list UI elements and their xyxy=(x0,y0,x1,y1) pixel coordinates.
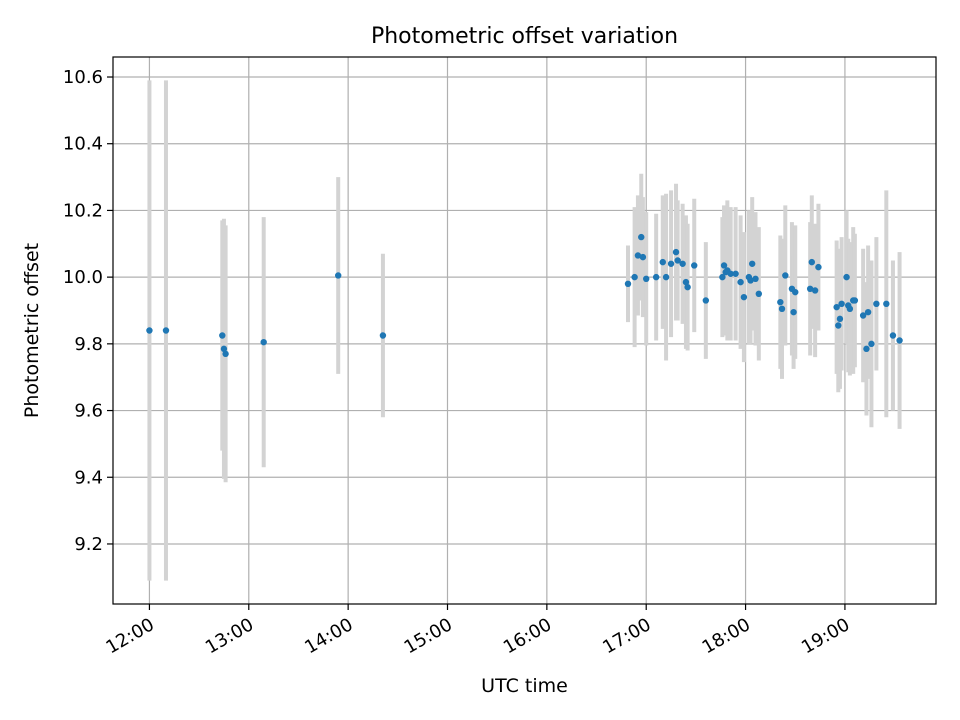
data-point xyxy=(679,260,686,267)
data-point xyxy=(838,300,845,308)
data-point xyxy=(883,300,890,308)
data-point xyxy=(868,340,875,348)
data-point xyxy=(846,305,854,313)
data-point xyxy=(222,350,229,358)
y-tick-label: 10.4 xyxy=(63,134,103,155)
data-point xyxy=(873,300,880,308)
y-tick-label: 9.8 xyxy=(74,334,103,355)
data-point xyxy=(755,290,763,298)
data-point xyxy=(808,258,816,266)
y-tick-label: 9.4 xyxy=(74,467,103,488)
x-axis-label: UTC time xyxy=(481,675,568,697)
data-point xyxy=(889,332,897,339)
data-point xyxy=(851,297,859,304)
data-point xyxy=(859,312,867,319)
data-point xyxy=(682,278,690,286)
y-axis-label: Photometric offset xyxy=(21,243,43,418)
data-point xyxy=(624,280,632,288)
data-point xyxy=(836,315,844,323)
data-point xyxy=(864,308,872,316)
data-point xyxy=(672,248,680,256)
data-point xyxy=(843,273,850,281)
data-point xyxy=(220,345,228,353)
data-point xyxy=(732,270,739,277)
plot-frame xyxy=(112,56,937,605)
data-point xyxy=(691,262,698,269)
y-tick-label: 10.6 xyxy=(63,67,103,88)
data-point xyxy=(219,332,226,339)
markers xyxy=(146,233,903,358)
data-point xyxy=(659,258,666,266)
data-point xyxy=(162,327,170,334)
data-point xyxy=(782,272,789,279)
data-point xyxy=(863,345,870,353)
data-point xyxy=(335,272,342,279)
data-point xyxy=(748,260,756,267)
plot-area xyxy=(113,57,936,604)
data-point xyxy=(260,338,267,346)
data-point xyxy=(634,252,642,259)
data-point xyxy=(684,283,691,291)
data-point xyxy=(752,275,759,283)
data-point xyxy=(662,273,670,281)
data-point xyxy=(638,233,645,241)
data-point xyxy=(737,278,744,286)
data-point xyxy=(777,298,784,306)
data-point xyxy=(702,297,710,304)
data-point xyxy=(652,273,660,281)
grid xyxy=(113,57,936,604)
y-axis: 9.2 9.4 9.6 9.8 10.0 10.2 10.4 10.6 xyxy=(63,67,113,555)
data-point xyxy=(740,293,748,301)
data-point xyxy=(806,285,814,293)
y-tick-label: 10.2 xyxy=(63,200,103,221)
data-point xyxy=(719,273,726,281)
data-point xyxy=(674,257,681,264)
y-tick-label: 9.2 xyxy=(74,534,103,555)
data-point xyxy=(896,337,903,344)
data-point xyxy=(727,270,734,277)
y-tick-label: 10.0 xyxy=(63,267,103,288)
data-point xyxy=(643,275,650,283)
data-point xyxy=(747,277,754,284)
data-point xyxy=(792,288,799,296)
data-point xyxy=(720,262,728,269)
data-point xyxy=(833,303,840,311)
data-point xyxy=(815,263,822,271)
data-point xyxy=(631,273,638,281)
data-point xyxy=(811,287,819,294)
data-point xyxy=(379,332,387,339)
data-point xyxy=(790,308,797,316)
data-point xyxy=(146,327,153,334)
data-point xyxy=(639,253,647,261)
data-point xyxy=(667,260,675,267)
data-point xyxy=(835,322,842,329)
y-tick-label: 9.6 xyxy=(74,401,103,422)
data-point xyxy=(778,305,786,313)
chart-title: Photometric offset variation xyxy=(371,24,678,49)
